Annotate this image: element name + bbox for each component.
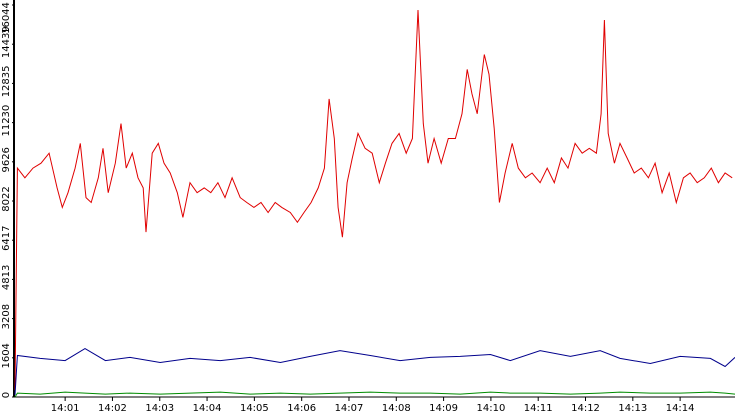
y-tick-label: 16044 [1,2,12,34]
x-tick-label: 14:10 [476,403,505,414]
x-tick-label: 14:04 [193,403,222,414]
y-tick-label: 12835 [1,65,12,97]
y-tick-label: 8022 [1,186,12,211]
series-line [14,9,733,391]
x-tick-label: 14:14 [666,403,695,414]
y-tick-label: 9626 [1,147,12,172]
x-tick-label: 14:02 [98,403,127,414]
series-line [14,391,735,398]
y-tick-label: 1604 [1,343,12,368]
y-tick-label: 0 [1,392,12,398]
y-tick-label: 4813 [1,265,12,290]
x-tick-label: 14:06 [287,403,316,414]
series-line [14,348,735,396]
x-tick-label: 14:03 [145,403,174,414]
x-tick-label: 14:09 [429,403,458,414]
x-tick-label: 14:12 [571,403,600,414]
y-tick-label: 6417 [1,225,12,250]
x-tick-label: 14:13 [618,403,647,414]
x-tick-label: 14:01 [51,403,80,414]
y-tick-label: 3208 [1,304,12,329]
x-tick-label: 14:08 [382,403,411,414]
y-tick-label: 14439 [1,26,12,58]
y-tick-label: 11230 [1,105,12,137]
x-tick-label: 14:11 [524,403,553,414]
x-tick-label: 14:07 [335,403,364,414]
x-tick-label: 14:05 [240,403,269,414]
